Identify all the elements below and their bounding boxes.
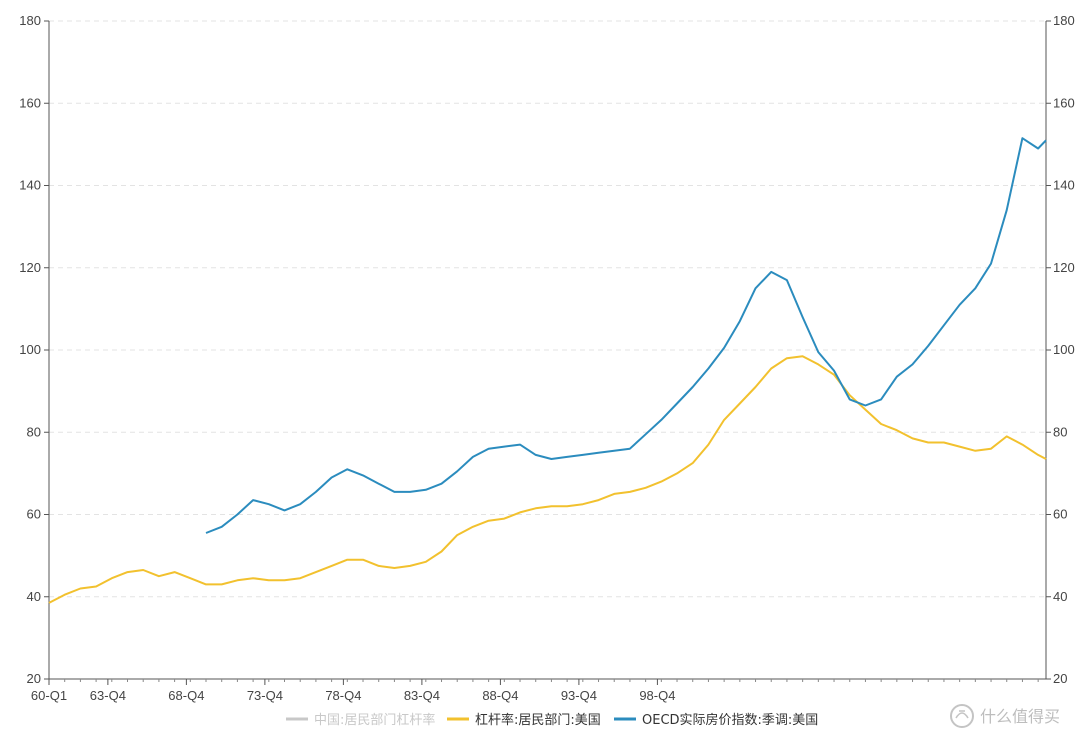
x-tick-label: 83-Q4 <box>404 688 440 703</box>
y-right-tick-label: 60 <box>1053 507 1067 522</box>
series-line-2 <box>205 137 1047 534</box>
legend-label: OECD实际房价指数:季调:美国 <box>642 712 818 728</box>
y-right-tick-label: 40 <box>1053 589 1067 604</box>
y-right-tick-label: 160 <box>1053 95 1075 110</box>
y-left-tick-label: 180 <box>19 13 41 28</box>
y-right-tick-label: 140 <box>1053 178 1075 193</box>
x-tick-label: 68-Q4 <box>168 688 204 703</box>
watermark: 什么值得买 <box>950 704 1060 728</box>
y-left-tick-label: 60 <box>27 507 41 522</box>
legend: 中国:居民部门杠杆率 杠杆率:居民部门:美国 OECD实际房价指数:季调:美国 <box>286 712 818 728</box>
y-left-tick-label: 120 <box>19 260 41 275</box>
legend-label: 中国:居民部门杠杆率 <box>314 712 435 728</box>
series-line-1 <box>48 355 1047 604</box>
x-tick-label: 63-Q4 <box>90 688 126 703</box>
x-tick-label: 73-Q4 <box>247 688 283 703</box>
x-tick-label: 93-Q4 <box>561 688 597 703</box>
y-right-tick-label: 120 <box>1053 260 1075 275</box>
x-tick-label: 78-Q4 <box>325 688 361 703</box>
x-tick-label: 88-Q4 <box>482 688 518 703</box>
y-left-tick-label: 140 <box>19 178 41 193</box>
y-right-tick-label: 80 <box>1053 424 1067 439</box>
svg-text:什么值得买: 什么值得买 <box>980 707 1060 726</box>
gridlines <box>49 20 1046 598</box>
y-left-tick-label: 40 <box>27 589 41 604</box>
x-tick-label: 98-Q4 <box>639 688 675 703</box>
y-left-tick-label: 80 <box>27 424 41 439</box>
y-right-tick-label: 100 <box>1053 342 1075 357</box>
y-left-tick-label: 20 <box>27 671 41 686</box>
y-right-tick-label: 180 <box>1053 13 1075 28</box>
y-right-tick-label: 20 <box>1053 671 1067 686</box>
series-lines <box>48 137 1047 604</box>
legend-label: 杠杆率:居民部门:美国 <box>475 712 601 728</box>
y-left-tick-label: 160 <box>19 95 41 110</box>
axes: 20 20 40 40 60 60 80 80 100 100 120 120 140 140 160 160… <box>19 13 1075 703</box>
x-tick-label: 60-Q1 <box>31 688 67 703</box>
y-left-tick-label: 100 <box>19 342 41 357</box>
